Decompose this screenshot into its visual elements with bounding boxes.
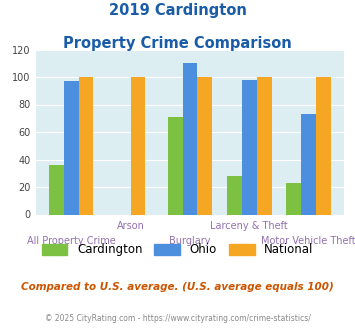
- Bar: [78, 77, 93, 214]
- Text: 2019 Cardington: 2019 Cardington: [109, 3, 246, 18]
- Text: © 2025 CityRating.com - https://www.cityrating.com/crime-statistics/: © 2025 CityRating.com - https://www.city…: [45, 314, 310, 323]
- Text: Arson: Arson: [116, 221, 144, 231]
- Bar: [197, 77, 212, 214]
- Bar: [49, 165, 64, 214]
- Text: Motor Vehicle Theft: Motor Vehicle Theft: [261, 236, 355, 246]
- Bar: [131, 77, 146, 214]
- Text: Burglary: Burglary: [169, 236, 211, 246]
- Text: All Property Crime: All Property Crime: [27, 236, 115, 246]
- Text: Larceny & Theft: Larceny & Theft: [211, 221, 288, 231]
- Text: Property Crime Comparison: Property Crime Comparison: [63, 36, 292, 51]
- Legend: Cardington, Ohio, National: Cardington, Ohio, National: [37, 239, 318, 261]
- Bar: [301, 114, 316, 214]
- Bar: [227, 176, 242, 214]
- Text: Compared to U.S. average. (U.S. average equals 100): Compared to U.S. average. (U.S. average …: [21, 282, 334, 292]
- Bar: [182, 63, 197, 214]
- Bar: [242, 80, 257, 214]
- Bar: [316, 77, 331, 214]
- Bar: [168, 117, 182, 214]
- Bar: [257, 77, 272, 214]
- Bar: [286, 183, 301, 214]
- Bar: [64, 81, 78, 214]
